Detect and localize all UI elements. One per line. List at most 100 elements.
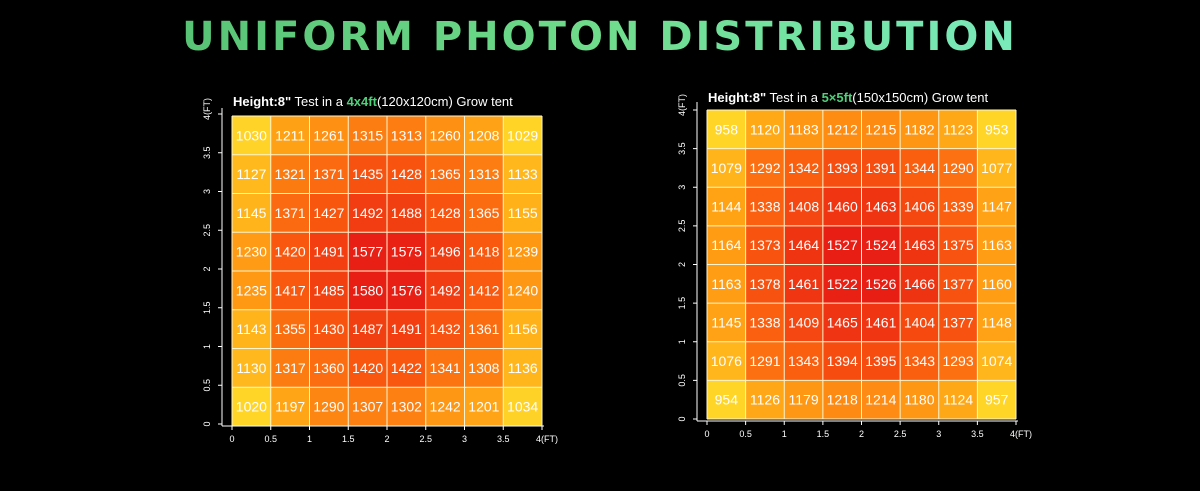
data-label: 1308 (468, 360, 499, 376)
data-label: 1155 (508, 205, 538, 221)
data-label: 1163 (711, 276, 741, 292)
chart-subtitle: Height:8" Test in a 5×5ft(150x150cm) Gro… (708, 90, 988, 105)
heatmap-cell (348, 116, 387, 155)
heatmap-cell (938, 110, 978, 149)
heatmap-cell (861, 225, 901, 265)
data-label: 1344 (904, 160, 935, 176)
grid-lines (706, 109, 1017, 420)
y-tick-label: 0 (202, 421, 212, 426)
heatmap-cell (784, 380, 823, 419)
data-label: 957 (985, 392, 1009, 408)
heatmap-cell (270, 154, 310, 194)
heatmap-cell (900, 341, 939, 381)
data-label: 1180 (904, 392, 934, 408)
heatmap-cell (232, 309, 271, 349)
heatmap-cell (900, 225, 939, 265)
heatmap-cell (938, 303, 978, 342)
heatmap-cell (232, 116, 271, 155)
data-label: 1136 (508, 360, 538, 376)
heatmap-cell (784, 225, 823, 265)
x-tick-label: 1 (307, 434, 312, 444)
data-label: 1290 (313, 399, 344, 415)
heatmap-cell (707, 341, 746, 381)
heatmap-cell (309, 193, 349, 233)
data-label: 1079 (711, 160, 742, 176)
x-tick-label: 3.5 (971, 429, 984, 439)
x-tick-label: 0.5 (739, 429, 752, 439)
data-label: 1160 (982, 276, 1012, 292)
data-label: 1212 (827, 121, 858, 137)
heatmap-cell (861, 341, 901, 381)
data-label: 1422 (391, 360, 422, 376)
grid-lines (231, 115, 543, 427)
heatmap-cell (348, 309, 387, 349)
y-tick-label: 4(FT) (202, 98, 212, 120)
heatmap-cell (822, 110, 862, 149)
heatmap-cell (270, 271, 310, 310)
heatmap-cell (707, 187, 746, 226)
heatmap-cell (270, 309, 310, 349)
x-tick-label: 1.5 (817, 429, 830, 439)
data-label: 1317 (275, 360, 306, 376)
data-label: 1430 (313, 321, 344, 337)
data-label: 1496 (430, 244, 461, 260)
data-label: 1420 (275, 244, 306, 260)
data-label: 1145 (236, 205, 266, 221)
data-label: 1492 (430, 282, 461, 298)
heatmap-cell (464, 232, 504, 271)
heatmap-cell (309, 232, 349, 271)
data-label: 1491 (313, 244, 344, 260)
heatmap-cell (861, 187, 901, 226)
data-label: 1133 (508, 166, 538, 182)
heatmap-cell (938, 380, 978, 419)
data-label: 1030 (236, 127, 267, 143)
heatmap-cell (503, 232, 542, 271)
data-label: 1313 (391, 127, 422, 143)
data-label: 1076 (711, 353, 742, 369)
heatmap-cell (707, 148, 746, 188)
y-tick-label: 1.5 (677, 297, 687, 310)
data-label: 1163 (982, 237, 1012, 253)
heatmap-cell (822, 148, 862, 188)
data-label: 1409 (788, 314, 819, 330)
x-tick-label: 0 (229, 434, 234, 444)
data-label: 1143 (236, 321, 266, 337)
x-tick-label: 1.5 (342, 434, 355, 444)
heatmap-cell (784, 187, 823, 226)
heatmap-cell (822, 225, 862, 265)
data-label: 954 (715, 392, 739, 408)
data-label: 1420 (352, 360, 383, 376)
data-label: 1077 (981, 160, 1012, 176)
tent-size-metric: (120x120cm) Grow tent (376, 94, 513, 109)
heatmap-cell (232, 154, 271, 194)
heatmap-cell (707, 110, 746, 149)
data-label: 1432 (430, 321, 461, 337)
heatmap-cell (707, 225, 746, 265)
heatmap-cell (425, 232, 465, 271)
data-label: 1130 (236, 360, 266, 376)
data-label: 1240 (507, 282, 538, 298)
heatmap-cell (503, 193, 542, 233)
data-label: 1371 (313, 166, 344, 182)
data-label: 1355 (275, 321, 306, 337)
tent-size-label: 4x4ft (346, 94, 377, 109)
heatmap-cell (861, 264, 901, 304)
data-label: 1214 (865, 392, 896, 408)
data-label: 1466 (904, 276, 935, 292)
data-label: 1179 (789, 392, 819, 408)
data-label: 1339 (942, 199, 973, 215)
data-label: 1491 (391, 321, 422, 337)
data-label: 1461 (788, 276, 819, 292)
y-tick-label: 0.5 (202, 379, 212, 392)
heatmap-cell (938, 341, 978, 381)
data-label: 1197 (275, 399, 305, 415)
heatmap-cell (784, 341, 823, 381)
test-text: Test in a (291, 94, 347, 109)
y-tick-label: 2.5 (677, 220, 687, 233)
x-tick-label: 0.5 (264, 434, 277, 444)
heatmap-cell (900, 148, 939, 188)
data-label: 1208 (468, 127, 499, 143)
data-label: 1428 (430, 205, 461, 221)
data-label: 1164 (711, 237, 741, 253)
